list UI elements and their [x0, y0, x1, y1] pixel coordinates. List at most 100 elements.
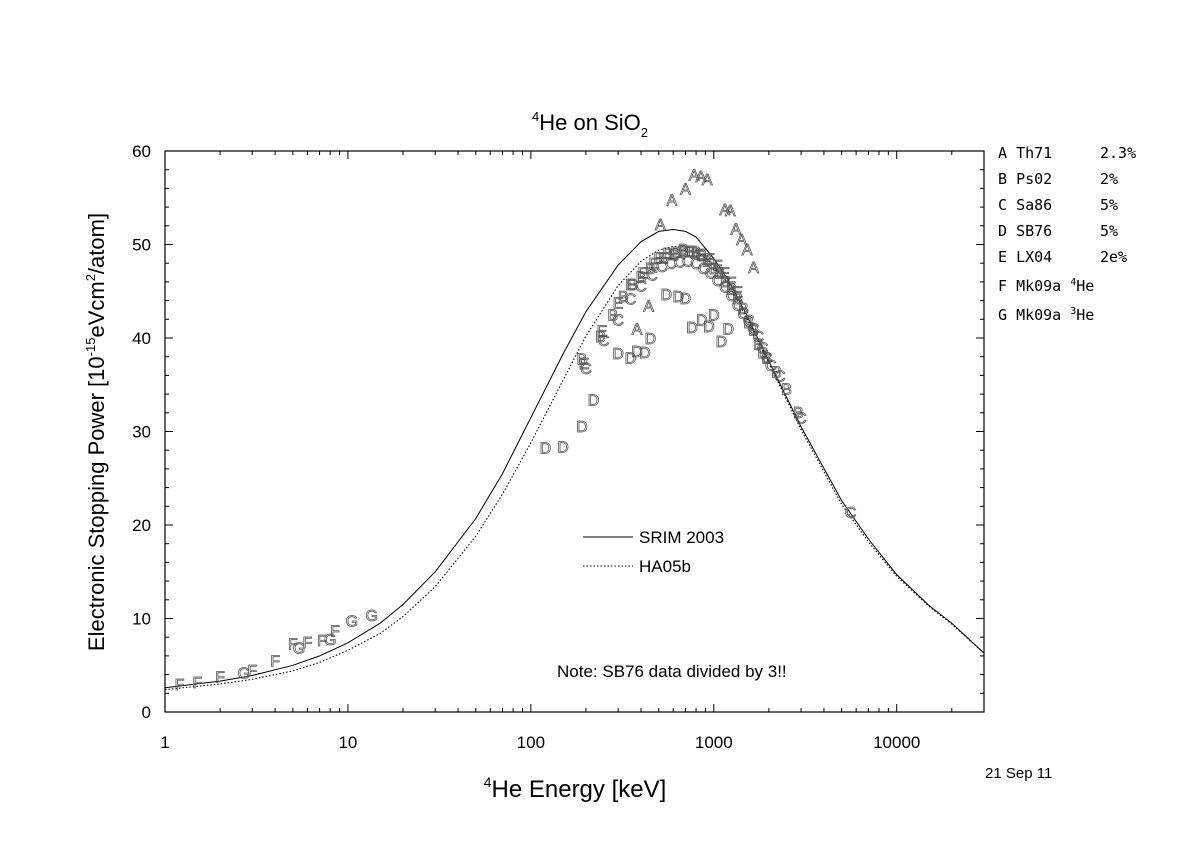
data-point-f: F [175, 677, 185, 694]
data-point-c: C [682, 253, 694, 270]
data-point-d: D [703, 319, 715, 336]
data-point-b: B [636, 269, 647, 286]
data-point-a: A [655, 217, 666, 234]
srim-2003-curve [164, 228, 985, 689]
data-point-f: F [215, 669, 225, 686]
data-point-d: D [696, 312, 708, 329]
data-point-e: E [579, 356, 590, 373]
data-point-d: D [645, 331, 657, 348]
x-tick-label: 10000 [873, 733, 920, 752]
data-point-b: B [762, 351, 773, 368]
data-point-c: C [646, 267, 658, 284]
y-tick-label: 10 [132, 610, 151, 629]
data-point-d: D [588, 393, 600, 410]
data-point-b: B [753, 337, 764, 354]
data-point-f: F [247, 663, 257, 680]
data-point-d: D [680, 291, 692, 308]
data-point-c: C [674, 254, 686, 271]
data-point-b: B [595, 329, 606, 346]
data-point-e: E [712, 258, 723, 275]
data-point-d: D [625, 351, 637, 368]
data-point-a: A [702, 172, 713, 189]
y-axis-label: Electronic Stopping Power [10-15eVcm2/at… [83, 213, 109, 651]
data-point-c: C [765, 358, 777, 375]
curve-legend: SRIM 2003 HA05b [583, 528, 724, 576]
data-point-e: E [696, 247, 707, 264]
data-point-e: E [625, 277, 636, 294]
series-legend-row-g: G Mk09a 3He [998, 306, 1094, 324]
series-name: LX04 [1016, 248, 1053, 266]
data-point-e: E [732, 284, 743, 301]
data-point-c: C [612, 312, 624, 329]
data-point-c: C [690, 256, 702, 273]
series-legend-row-d: D SB76 5% [998, 222, 1118, 240]
series-name: SB76 [1016, 222, 1053, 240]
data-point-b: B [627, 277, 638, 294]
data-point-d: D [612, 346, 624, 363]
data-point-g: G [324, 632, 336, 649]
data-point-e: E [678, 244, 689, 261]
y-tick-label: 40 [132, 329, 151, 348]
data-point-d: D [576, 419, 588, 436]
data-point-b: B [732, 291, 743, 308]
series-uncertainty: 2% [1100, 170, 1119, 188]
plot-frame [164, 150, 985, 713]
series-legend-row-f: F Mk09a 4He [998, 277, 1094, 295]
y-axis: 0 10 20 30 40 50 60 [132, 142, 984, 722]
data-point-e: E [687, 244, 698, 261]
data-point-e: E [648, 256, 659, 273]
data-point-a: A [725, 203, 736, 220]
series-letter: B [998, 170, 1017, 188]
series-letter: A [998, 144, 1017, 162]
data-point-c: C [761, 351, 773, 368]
data-point-f: F [302, 635, 312, 652]
data-point-f: F [270, 654, 280, 671]
x-tick-label: 10 [338, 733, 357, 752]
data-point-b: B [653, 251, 664, 268]
ha05b-curve [164, 245, 985, 691]
plot-border [164, 150, 985, 713]
x-tick-label: 1000 [695, 733, 733, 752]
legend-label: HA05b [639, 557, 691, 576]
data-point-c: C [698, 261, 710, 278]
series-letter: C [998, 196, 1017, 214]
data-point-b: B [748, 323, 759, 340]
series-letter: D [998, 222, 1017, 240]
data-point-b: B [577, 352, 588, 369]
data-point-b: B [708, 261, 719, 278]
data-point-b: B [702, 253, 713, 270]
data-point-a: A [680, 181, 691, 198]
chart-title: 4He on SiO2 [532, 109, 648, 140]
data-point-d: D [661, 287, 673, 304]
data-point-c: C [656, 259, 668, 276]
data-point-b: B [793, 405, 804, 422]
data-point-b: B [726, 281, 737, 298]
y-tick-label: 50 [132, 236, 151, 255]
data-point-d: D [673, 289, 685, 306]
data-point-f: F [192, 675, 202, 692]
data-point-b: B [743, 315, 754, 332]
data-point-c: C [705, 266, 717, 283]
data-point-c: C [738, 306, 750, 323]
data-point-a: A [667, 193, 678, 210]
series-name: Sa86 [1016, 196, 1053, 214]
data-point-a: A [632, 322, 643, 339]
data-point-b: B [738, 301, 749, 318]
data-point-a: A [689, 167, 700, 184]
data-point-d: D [639, 345, 651, 362]
data-point-e: E [597, 324, 608, 341]
series-legend-row-e: E LX04 2e% [998, 248, 1127, 266]
data-point-b: B [720, 274, 731, 291]
data-point-b: B [781, 381, 792, 398]
data-point-b: B [757, 345, 768, 362]
series-uncertainty: 5% [1100, 222, 1119, 240]
model-curves [164, 228, 985, 691]
data-point-c: C [748, 322, 760, 339]
data-point-f: F [330, 624, 340, 641]
data-point-c: C [719, 280, 731, 297]
data-point-b: B [771, 365, 782, 382]
data-point-e: E [720, 266, 731, 283]
data-point-b: B [662, 246, 673, 263]
data-point-b: B [678, 242, 689, 259]
